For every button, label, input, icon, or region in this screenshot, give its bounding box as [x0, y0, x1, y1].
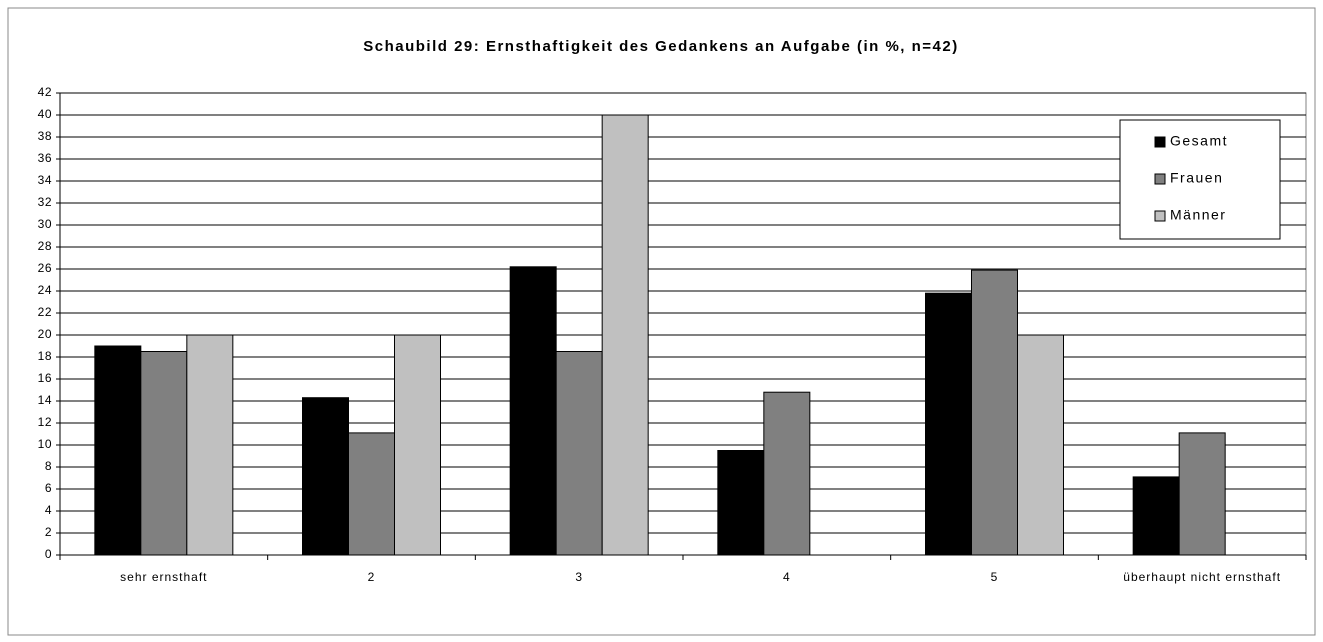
y-tick-label: 20 [38, 327, 52, 341]
x-tick-label: 4 [782, 570, 791, 584]
y-tick-label: 24 [38, 283, 52, 297]
y-tick-label: 4 [45, 503, 52, 517]
legend-swatch [1154, 173, 1166, 185]
plot-area [59, 92, 1307, 556]
legend-swatch [1154, 136, 1166, 148]
y-tick-label: 16 [38, 371, 52, 385]
y-tick-label: 40 [38, 107, 52, 121]
bar [1132, 476, 1180, 556]
bar [394, 334, 441, 556]
legend-label: Männer [1170, 207, 1226, 223]
bar [348, 432, 395, 556]
bar [302, 397, 349, 556]
y-tick-label: 8 [45, 459, 52, 473]
legend-swatch [1154, 210, 1166, 222]
y-tick-label: 32 [38, 195, 52, 209]
y-tick-label: 0 [45, 547, 52, 561]
bar [971, 269, 1018, 556]
bar [1178, 432, 1226, 556]
x-tick-label: 3 [575, 570, 583, 584]
legend-label: Gesamt [1170, 133, 1228, 149]
x-tick-label: 5 [990, 570, 999, 584]
bar [1017, 334, 1064, 556]
y-tick-label: 38 [38, 129, 52, 143]
x-tick-label: überhaupt nicht ernsthaft [1123, 570, 1282, 584]
y-tick-label: 2 [45, 525, 52, 539]
bar [94, 345, 142, 556]
x-tick-label: sehr ernsthaft [120, 570, 208, 584]
y-tick-label: 12 [38, 415, 52, 429]
legend-label: Frauen [1170, 170, 1223, 186]
y-tick-label: 26 [38, 261, 52, 275]
x-tick-label: 2 [367, 570, 376, 584]
y-tick-label: 18 [38, 349, 52, 363]
y-tick-label: 28 [38, 239, 52, 253]
bar [140, 351, 188, 556]
legend-box [1119, 119, 1281, 240]
bar [555, 351, 603, 556]
y-tick-label: 22 [38, 305, 52, 319]
y-tick-label: 34 [38, 173, 52, 187]
bar [186, 334, 234, 556]
chart-title: Schaubild 29: Ernsthaftigkeit des Gedank… [363, 38, 958, 55]
bar [763, 391, 811, 556]
y-tick-label: 10 [38, 437, 52, 451]
y-tick-label: 6 [45, 481, 52, 495]
y-tick-label: 42 [38, 85, 52, 99]
y-tick-label: 36 [38, 151, 52, 165]
y-tick-label: 14 [38, 393, 52, 407]
bar [509, 266, 557, 556]
bar [717, 450, 765, 556]
bar [925, 292, 972, 556]
y-tick-label: 30 [38, 217, 52, 231]
bar [601, 114, 649, 556]
